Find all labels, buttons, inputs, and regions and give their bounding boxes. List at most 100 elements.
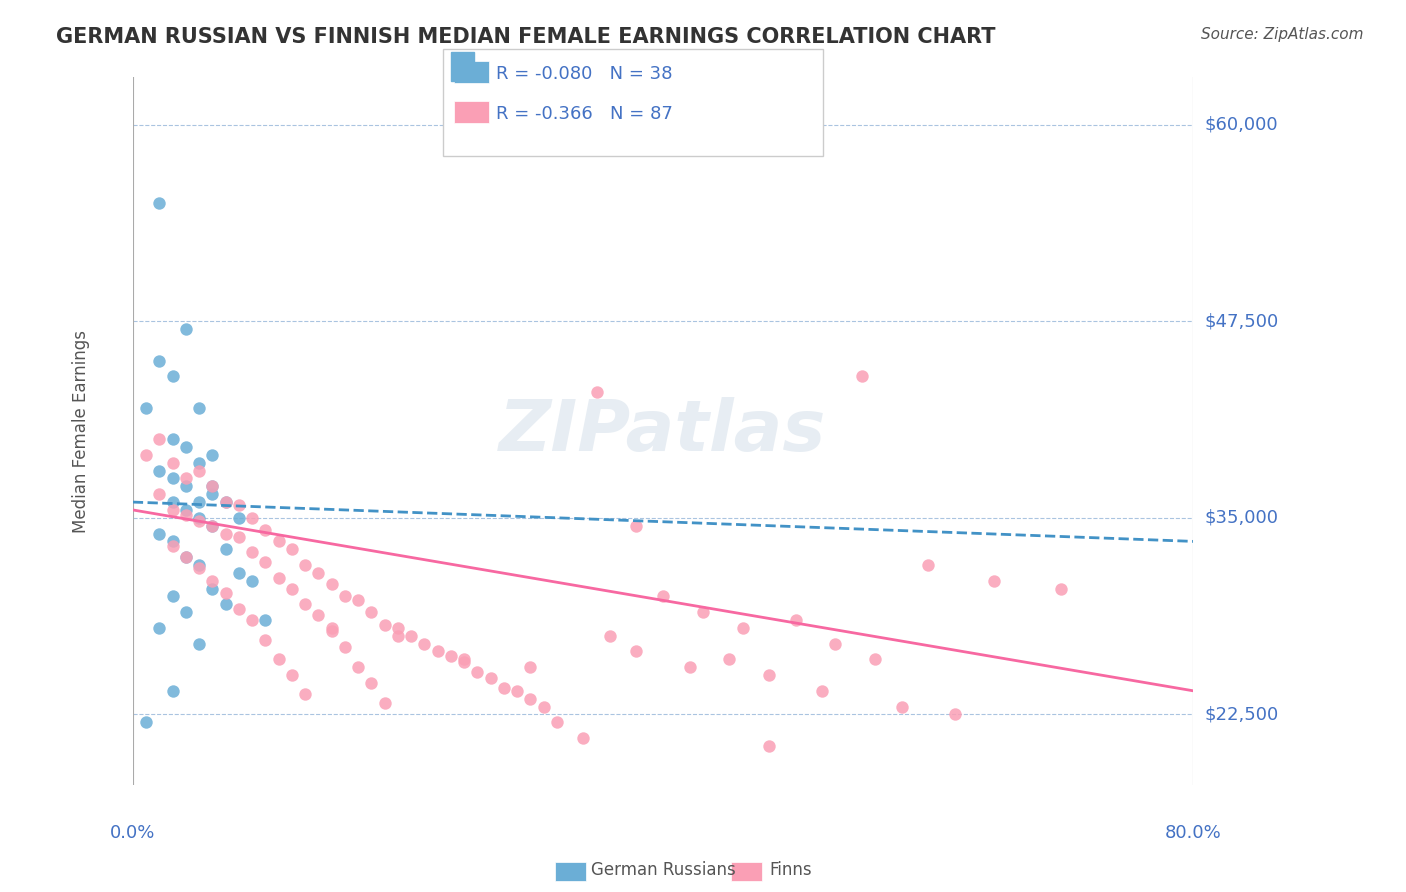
Point [174, 550, 197, 565]
Point [453, 652, 475, 666]
Point [467, 665, 489, 679]
Point [148, 621, 170, 635]
Point [294, 597, 316, 611]
Point [214, 526, 236, 541]
Point [228, 498, 250, 512]
Text: Median Female Earnings: Median Female Earnings [73, 330, 90, 533]
Point [599, 629, 621, 643]
Point [174, 508, 197, 522]
Point [387, 621, 409, 635]
Point [546, 715, 568, 730]
Point [188, 514, 211, 528]
Text: R = -0.366   N = 87: R = -0.366 N = 87 [496, 105, 673, 123]
Point [440, 649, 463, 664]
Point [626, 518, 648, 533]
Text: $35,000: $35,000 [1205, 508, 1278, 527]
Point [281, 542, 304, 557]
Point [148, 432, 170, 446]
Point [890, 699, 912, 714]
Point [294, 687, 316, 701]
Text: $60,000: $60,000 [1205, 116, 1278, 134]
Point [824, 637, 846, 651]
Point [307, 566, 329, 580]
Point [347, 660, 370, 674]
Point [399, 629, 422, 643]
Point [785, 613, 807, 627]
Point [240, 510, 263, 524]
Point [162, 471, 184, 485]
Point [201, 582, 224, 596]
Point [201, 479, 224, 493]
Point [162, 534, 184, 549]
Point [360, 676, 382, 690]
Text: GERMAN RUSSIAN VS FINNISH MEDIAN FEMALE EARNINGS CORRELATION CHART: GERMAN RUSSIAN VS FINNISH MEDIAN FEMALE … [56, 27, 995, 46]
Text: Finns: Finns [769, 861, 811, 879]
Point [321, 577, 343, 591]
Point [533, 699, 555, 714]
Point [240, 574, 263, 588]
Point [162, 503, 184, 517]
Text: R = -0.080   N = 38: R = -0.080 N = 38 [496, 65, 673, 83]
Point [174, 605, 197, 619]
Point [374, 617, 396, 632]
Point [188, 495, 211, 509]
Point [148, 353, 170, 368]
Point [360, 605, 382, 619]
Point [174, 503, 197, 517]
Point [174, 479, 197, 493]
Point [188, 510, 211, 524]
Point [148, 464, 170, 478]
Text: 0.0%: 0.0% [110, 824, 156, 842]
Point [426, 644, 449, 658]
Point [519, 660, 541, 674]
Point [254, 524, 277, 538]
Point [162, 495, 184, 509]
Text: German Russians: German Russians [591, 861, 735, 879]
Point [201, 518, 224, 533]
Point [201, 518, 224, 533]
Point [731, 621, 754, 635]
Point [201, 574, 224, 588]
Point [174, 322, 197, 336]
Text: $47,500: $47,500 [1205, 312, 1278, 330]
Point [692, 605, 714, 619]
Point [214, 542, 236, 557]
Point [943, 707, 966, 722]
Point [492, 681, 515, 695]
Point [228, 566, 250, 580]
Point [174, 550, 197, 565]
Point [758, 668, 780, 682]
Point [758, 739, 780, 753]
Point [188, 558, 211, 572]
Point [214, 597, 236, 611]
Point [162, 539, 184, 553]
Point [162, 432, 184, 446]
Point [240, 613, 263, 627]
Point [333, 590, 356, 604]
Point [281, 582, 304, 596]
Point [162, 456, 184, 470]
Point [228, 530, 250, 544]
Point [585, 384, 607, 399]
Point [917, 558, 939, 572]
Point [983, 574, 1005, 588]
Point [321, 621, 343, 635]
Point [387, 629, 409, 643]
Point [162, 590, 184, 604]
Point [148, 526, 170, 541]
Point [188, 561, 211, 575]
Point [347, 592, 370, 607]
Text: 80.0%: 80.0% [1164, 824, 1222, 842]
Point [174, 471, 197, 485]
Point [188, 637, 211, 651]
Point [135, 401, 157, 415]
Point [214, 586, 236, 600]
Point [678, 660, 700, 674]
Point [453, 656, 475, 670]
Text: Source: ZipAtlas.com: Source: ZipAtlas.com [1201, 27, 1364, 42]
Point [519, 691, 541, 706]
Point [506, 683, 529, 698]
Point [188, 464, 211, 478]
Point [333, 640, 356, 654]
Point [626, 644, 648, 658]
